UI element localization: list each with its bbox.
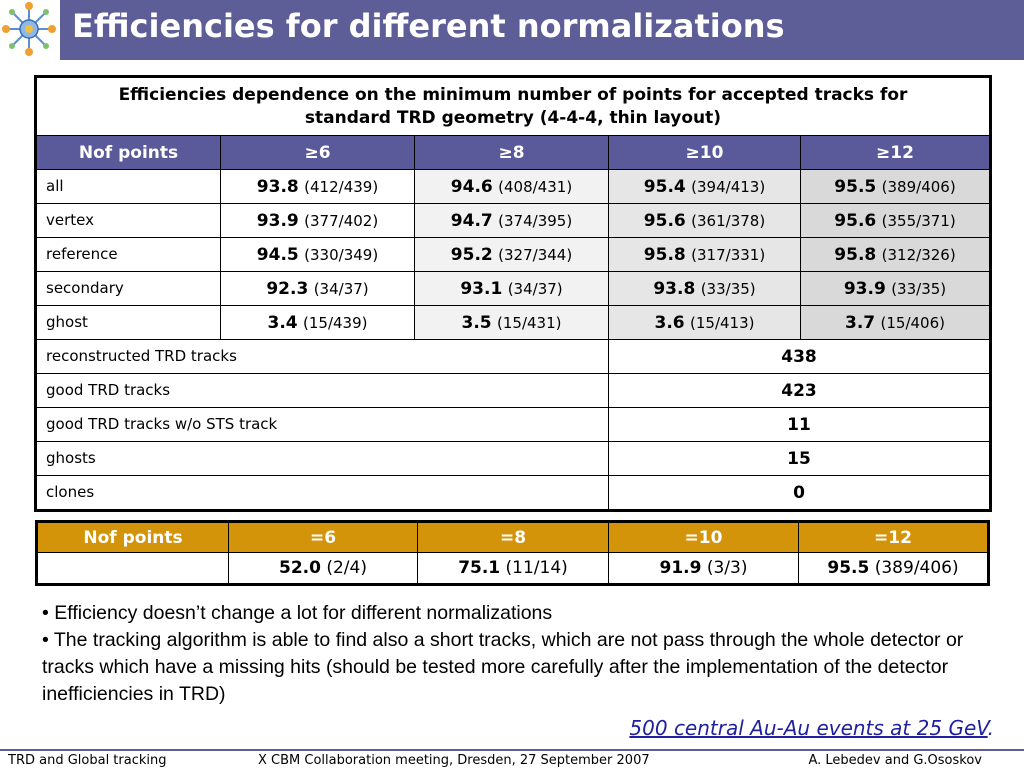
table-row: all 93.8 (412/439) 94.6 (408/431) 95.4 (… xyxy=(35,169,991,204)
summary-label: ghosts xyxy=(35,441,609,476)
summary-label: good TRD tracks w/o STS track xyxy=(35,407,609,442)
summary-row: reconstructed TRD tracks 438 xyxy=(35,339,991,374)
header-cell: =10 xyxy=(608,521,799,553)
header-cell: =12 xyxy=(798,521,989,553)
header-cell: ≥6 xyxy=(220,135,415,170)
value-cell: 3.6 (15/413) xyxy=(608,305,801,340)
bullet-list: • Efficiency doesn’t change a lot for di… xyxy=(42,600,1002,708)
table-header-row: Nof points ≥6 ≥8 ≥10 ≥12 xyxy=(35,135,991,170)
summary-value: 11 xyxy=(608,407,991,442)
events-note-suffix: . xyxy=(987,716,994,740)
value-cell: 3.5 (15/431) xyxy=(414,305,609,340)
table-row: ghost 3.4 (15/439) 3.5 (15/431) 3.6 (15/… xyxy=(35,305,991,340)
header-cell: =6 xyxy=(228,521,418,553)
value-cell: 92.3 (34/37) xyxy=(220,271,415,306)
value-cell: 94.5 (330/349) xyxy=(220,237,415,272)
value-cell: 95.8 (317/331) xyxy=(608,237,801,272)
header-cell: Nof points xyxy=(36,521,229,553)
value-cell: 95.5 (389/406) xyxy=(800,169,991,204)
value-cell: 95.5 (389/406) xyxy=(798,552,989,585)
summary-row: clones 0 xyxy=(35,475,991,511)
bullet-item: • The tracking algorithm is able to find… xyxy=(42,629,964,705)
value-cell: 93.9 (33/35) xyxy=(800,271,991,306)
value-cell: 52.0 (2/4) xyxy=(228,552,418,585)
value-cell: 94.7 (374/395) xyxy=(414,203,609,238)
value-cell: 93.1 (34/37) xyxy=(414,271,609,306)
table-caption-line1: Efficiencies dependence on the minimum n… xyxy=(118,84,908,105)
value-cell: 93.8 (33/35) xyxy=(608,271,801,306)
row-label: secondary xyxy=(35,271,221,306)
summary-label: good TRD tracks xyxy=(35,373,609,408)
title-bar xyxy=(60,0,1024,60)
efficiency-table-min-points: Efficiencies dependence on the minimum n… xyxy=(34,75,992,512)
summary-row: good TRD tracks 423 xyxy=(35,373,991,408)
value-cell: 91.9 (3/3) xyxy=(608,552,799,585)
summary-row: ghosts 15 xyxy=(35,441,991,476)
value-cell: 3.7 (15/406) xyxy=(800,305,991,340)
bullet-item: • Efficiency doesn’t change a lot for di… xyxy=(42,602,553,624)
table-caption-row: Efficiencies dependence on the minimum n… xyxy=(35,76,991,136)
table-row: secondary 92.3 (34/37) 93.1 (34/37) 93.8… xyxy=(35,271,991,306)
summary-value: 423 xyxy=(608,373,991,408)
row-label: vertex xyxy=(35,203,221,238)
row-label: all xyxy=(35,169,221,204)
summary-row: good TRD tracks w/o STS track 11 xyxy=(35,407,991,442)
table-row: 52.0 (2/4) 75.1 (11/14) 91.9 (3/3) 95.5 … xyxy=(36,552,989,585)
efficiency-table-exact-points: Nof points =6 =8 =10 =12 52.0 (2/4) 75.1… xyxy=(35,520,990,586)
value-cell: 93.9 (377/402) xyxy=(220,203,415,238)
value-cell: 93.8 (412/439) xyxy=(220,169,415,204)
footer-left: TRD and Global tracking xyxy=(8,753,167,768)
summary-value: 0 xyxy=(608,475,991,511)
events-note-text: 500 central Au-Au events at 25 GeV xyxy=(629,716,988,740)
value-cell: 75.1 (11/14) xyxy=(417,552,609,585)
header-cell: ≥8 xyxy=(414,135,609,170)
summary-value: 15 xyxy=(608,441,991,476)
table-caption-line2: standard TRD geometry (4-4-4, thin layou… xyxy=(304,107,722,128)
table-row: reference 94.5 (330/349) 95.2 (327/344) … xyxy=(35,237,991,272)
table-header-row: Nof points =6 =8 =10 =12 xyxy=(36,521,989,553)
row-label xyxy=(36,552,229,585)
value-cell: 95.8 (312/326) xyxy=(800,237,991,272)
table-row: vertex 93.9 (377/402) 94.7 (374/395) 95.… xyxy=(35,203,991,238)
summary-label: clones xyxy=(35,475,609,511)
value-cell: 3.4 (15/439) xyxy=(220,305,415,340)
value-cell: 95.6 (361/378) xyxy=(608,203,801,238)
value-cell: 95.6 (355/371) xyxy=(800,203,991,238)
table-caption: Efficiencies dependence on the minimum n… xyxy=(35,76,991,136)
footer-center: X CBM Collaboration meeting, Dresden, 27… xyxy=(258,753,650,768)
events-note: 500 central Au-Au events at 25 GeV. xyxy=(629,716,994,740)
header-cell: ≥12 xyxy=(800,135,991,170)
page-title: Efficiencies for different normalization… xyxy=(72,7,785,45)
header-cell: Nof points xyxy=(35,135,221,170)
header-cell: =8 xyxy=(417,521,609,553)
summary-label: reconstructed TRD tracks xyxy=(35,339,609,374)
row-label: ghost xyxy=(35,305,221,340)
value-cell: 94.6 (408/431) xyxy=(414,169,609,204)
row-label: reference xyxy=(35,237,221,272)
value-cell: 95.2 (327/344) xyxy=(414,237,609,272)
header-cell: ≥10 xyxy=(608,135,801,170)
footer: TRD and Global tracking X CBM Collaborat… xyxy=(0,749,1024,770)
value-cell: 95.4 (394/413) xyxy=(608,169,801,204)
cbm-snowflake-logo-icon xyxy=(2,2,56,56)
footer-right: A. Lebedev and G.Ososkov xyxy=(808,753,982,768)
summary-value: 438 xyxy=(608,339,991,374)
